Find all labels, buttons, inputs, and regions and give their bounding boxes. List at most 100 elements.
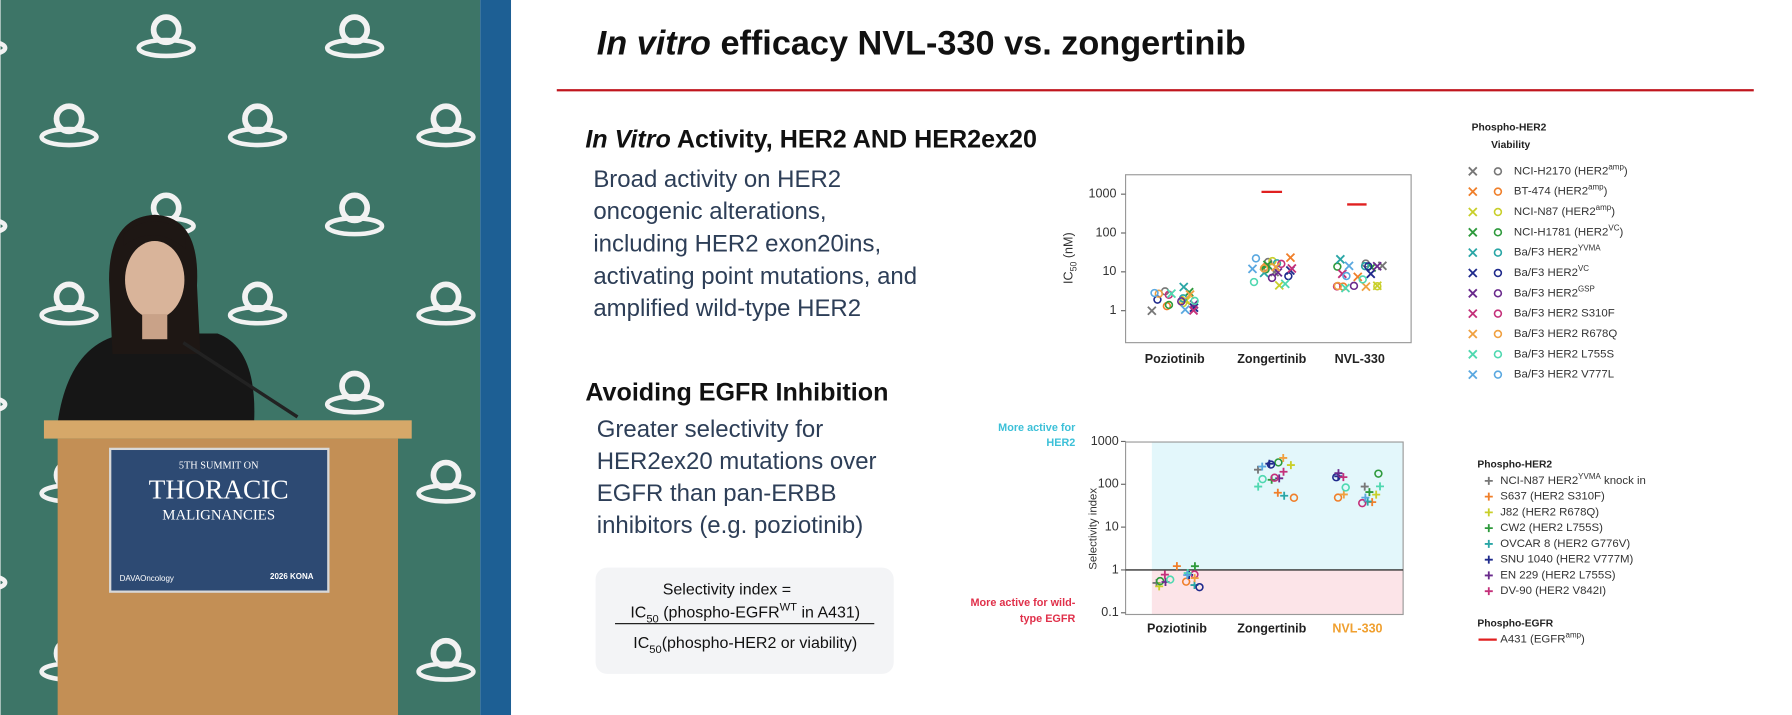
scatter-point xyxy=(1195,582,1204,592)
legend-label: BT-474 (HER2amp) xyxy=(1514,182,1608,197)
scatter-point xyxy=(1361,493,1370,502)
pattern-logo xyxy=(242,103,273,135)
legend-label: NCI-N87 (HER2amp) xyxy=(1514,203,1615,218)
body-text: Greater selectivity for xyxy=(597,416,823,443)
scatter-point xyxy=(1468,248,1478,258)
scatter-point xyxy=(1259,264,1269,273)
scatter-point xyxy=(1280,279,1290,289)
pattern-logo xyxy=(0,397,8,412)
scatter-point xyxy=(1484,476,1493,485)
annotation: More active for wild- xyxy=(970,597,1075,609)
scatter-point xyxy=(1183,571,1192,580)
podium-text: 5TH SUMMIT ON xyxy=(179,460,259,471)
scatter-point xyxy=(1484,571,1493,580)
scatter-point xyxy=(1484,555,1493,564)
pattern-logo xyxy=(430,281,462,313)
scatter-point xyxy=(1273,267,1283,278)
scatter-point xyxy=(1376,482,1385,491)
section-heading: Avoiding EGFR Inhibition xyxy=(585,379,888,407)
scatter-point xyxy=(1468,308,1478,319)
scatter-point xyxy=(1493,329,1503,339)
scatter-point xyxy=(1358,498,1367,508)
legend-label: Ba/F3 HER2 S310F xyxy=(1514,308,1615,320)
scatter-point xyxy=(1365,488,1374,497)
legend-label: NCI-N87 HER2YVMA knock in xyxy=(1500,471,1646,486)
legend-label: DV-90 (HER2 V842I) xyxy=(1500,585,1606,597)
section-heading: In Vitro Activity, HER2 AND HER2ex20 xyxy=(585,125,1037,153)
scatter-point xyxy=(1360,482,1369,491)
body-text: oncogenic alterations, xyxy=(593,198,826,225)
legend-label: OVCAR 8 (HER2 G776V) xyxy=(1500,538,1630,550)
scatter-point xyxy=(1285,252,1296,263)
scatter-point xyxy=(1361,282,1371,292)
scatter-point xyxy=(1484,539,1493,548)
body-text: Broad activity on HER2 xyxy=(593,166,841,193)
y-tick-label: 0.1 xyxy=(1101,605,1118,619)
y-tick-label: 1 xyxy=(1109,303,1116,317)
annotation: HER2 xyxy=(1046,437,1075,449)
scatter-point xyxy=(1247,264,1258,274)
pattern-logo xyxy=(0,40,8,56)
scatter-point xyxy=(1353,272,1363,282)
microphone xyxy=(182,341,299,419)
legend-label: EN 229 (HER2 L755S) xyxy=(1500,569,1616,581)
scatter-point xyxy=(1335,254,1345,264)
her2-region xyxy=(1151,442,1404,570)
scatter-point xyxy=(1468,349,1478,359)
legend-title: Viability xyxy=(1491,140,1530,151)
scatter-point xyxy=(1493,309,1503,318)
scatter-point xyxy=(1493,289,1503,298)
axis-label: Selectivity index xyxy=(1088,488,1100,570)
x-tick-label: NVL-330 xyxy=(1335,352,1385,366)
y-tick-label: 10 xyxy=(1105,519,1119,533)
scatter-point xyxy=(1374,469,1383,478)
pattern-logo xyxy=(339,370,371,402)
slide-title: In vitro efficacy NVL-330 vs. zongertini… xyxy=(597,25,1246,63)
annotation: type EGFR xyxy=(1020,613,1076,625)
body-text: HER2ex20 mutations over xyxy=(597,448,877,475)
scatter-point xyxy=(1172,562,1181,571)
scatter-point xyxy=(1468,329,1478,339)
scatter-point xyxy=(1279,453,1288,462)
scatter-point xyxy=(1190,574,1199,583)
scatter-point xyxy=(1150,288,1159,298)
side-bar xyxy=(480,0,512,715)
legend-label: Ba/F3 HER2VC xyxy=(1514,264,1589,279)
legend-label: A431 (EGFRamp) xyxy=(1500,630,1585,645)
legend-label: Ba/F3 HER2 V777L xyxy=(1514,369,1614,381)
scatter-point xyxy=(1344,261,1354,271)
podium-text: THORACIC xyxy=(149,475,289,505)
scatter-point xyxy=(1339,473,1348,482)
pattern-logo xyxy=(53,281,85,313)
legend-label: Ba/F3 HER2 R678Q xyxy=(1514,328,1617,340)
scatter-point xyxy=(1154,289,1164,298)
legend-label: S637 (HER2 S310F) xyxy=(1500,491,1605,503)
scatter-point xyxy=(1286,461,1295,470)
scatter-point xyxy=(1267,273,1277,283)
scatter-point xyxy=(1360,261,1370,271)
legend-title: Phospho-HER2 xyxy=(1472,123,1547,134)
x-tick-label: Poziotinib xyxy=(1145,352,1205,366)
scatter-point xyxy=(1249,277,1259,287)
body-text: including HER2 exon20ins, xyxy=(593,230,881,257)
scatter-point xyxy=(1251,254,1261,263)
legend-label: CW2 (HER2 L755S) xyxy=(1500,522,1603,534)
legend-title: Phospho-HER2 xyxy=(1477,460,1552,471)
podium-text: 2026 KONA xyxy=(270,572,314,581)
scatter-point xyxy=(1468,268,1478,278)
formula-text: IC50(phospho-HER2 or viability) xyxy=(633,635,857,656)
scatter-point xyxy=(1468,369,1478,380)
scatter-point xyxy=(1147,306,1157,316)
scatter-point xyxy=(1493,207,1503,217)
annotation: More active for xyxy=(998,422,1076,434)
scatter-point xyxy=(1265,459,1274,468)
scatter-point xyxy=(1181,577,1191,586)
scatter-point xyxy=(1484,492,1493,501)
legend-title: Phospho-EGFR xyxy=(1477,618,1553,629)
pattern-logo xyxy=(430,637,462,669)
scatter-point xyxy=(1468,288,1478,298)
podium-text: DAVAOncology xyxy=(120,574,174,583)
legend-label: NCI-H2170 (HER2amp) xyxy=(1514,162,1628,177)
pattern-logo xyxy=(339,192,371,224)
